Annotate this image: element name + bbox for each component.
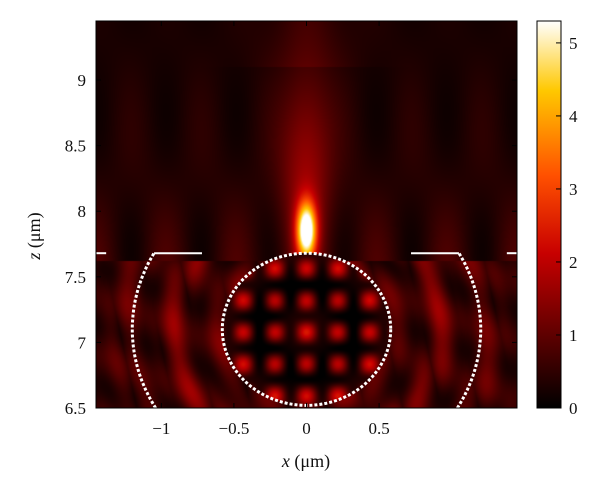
y-tick-label: 9 [78, 71, 87, 90]
x-tick-label: −0.5 [218, 419, 249, 438]
colorbar-tick-label: 0 [569, 399, 578, 418]
x-tick-label: 0 [302, 419, 311, 438]
ring-arc-outline-right [456, 252, 483, 408]
colorbar-tick-label: 1 [569, 326, 578, 345]
colorbar-gradient [536, 20, 562, 409]
colorbar-tick-label: 4 [569, 107, 578, 126]
y-tick-label: 7 [78, 333, 87, 352]
colorbar-tick-label: 2 [569, 253, 578, 272]
y-tick-label: 7.5 [65, 268, 86, 287]
y-tick-label: 8.5 [65, 137, 86, 156]
x-tick-label: 0.5 [368, 419, 389, 438]
ring-arc-outline-left [130, 252, 157, 408]
x-tick-label: −1 [152, 419, 170, 438]
x-axis: −1 −0.5 0 0.5 [152, 21, 390, 438]
x-axis-label: x (μm) [281, 451, 330, 472]
y-tick-label: 6.5 [65, 399, 86, 418]
colorbar-tick-label: 5 [569, 34, 578, 53]
y-axis-label-var: z [24, 253, 44, 261]
y-axis: 6.5 7 7.5 8 8.5 9 [65, 71, 517, 418]
colorbar-tick-label: 3 [569, 180, 578, 199]
plot-area [95, 20, 518, 409]
colorbar: 0 1 2 3 4 5 [536, 20, 578, 418]
intensity-field [96, 21, 517, 408]
y-tick-label: 8 [78, 202, 87, 221]
y-axis-label: z (μm) [24, 212, 45, 260]
y-axis-label-unit: (μm) [24, 212, 45, 248]
x-axis-label-var: x [281, 451, 290, 471]
x-axis-label-unit: (μm) [294, 451, 330, 472]
